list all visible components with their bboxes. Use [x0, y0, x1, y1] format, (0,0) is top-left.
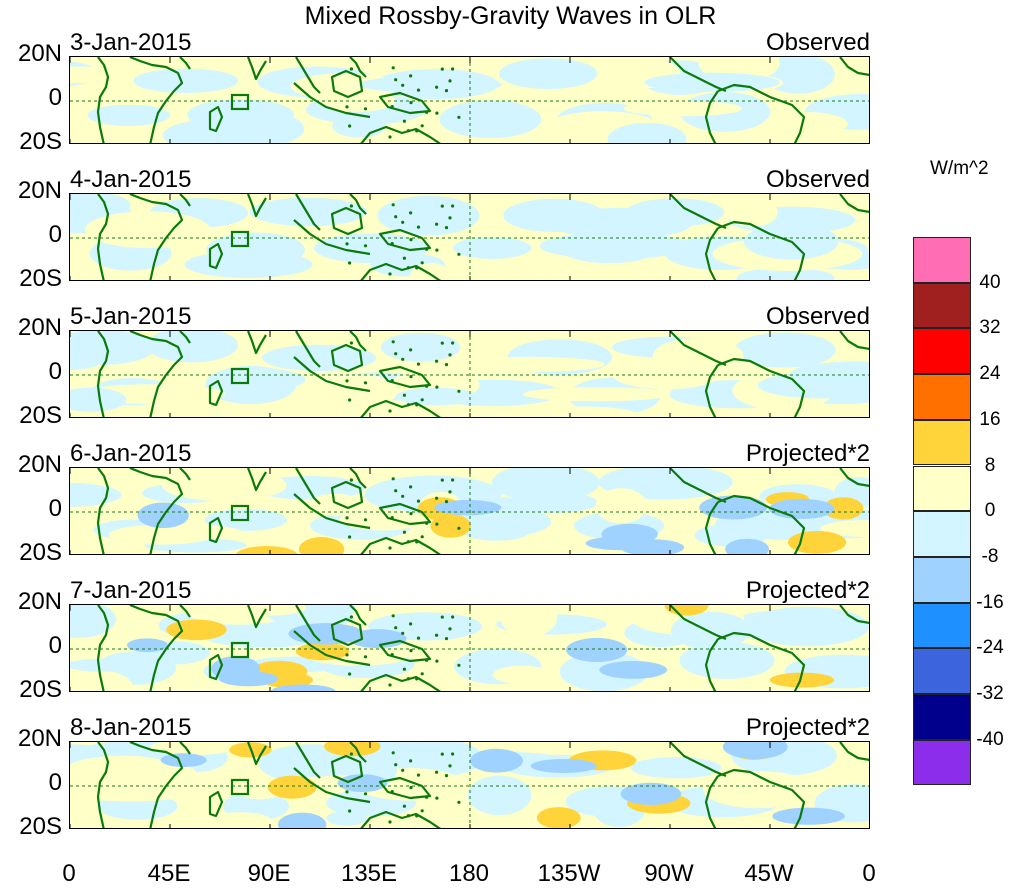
latitude-label: 20S: [19, 265, 62, 292]
longitude-label: 90W: [644, 860, 694, 887]
colorbar-swatch: [913, 602, 971, 649]
colorbar-swatch: [913, 282, 971, 329]
latitude-label: 20N: [17, 588, 62, 615]
colorbar-swatch: [913, 465, 971, 512]
latitude-label: 0: [48, 358, 62, 385]
olr-map: [69, 330, 870, 418]
olr-map: [69, 741, 870, 829]
map-panel: 7-Jan-2015 Projected*2 20N 0 20S: [0, 578, 900, 715]
latitude-label: 20S: [19, 813, 62, 840]
map-panel: 6-Jan-2015 Projected*2 20N 0 20S: [0, 441, 900, 578]
colorbar-level-label: 40: [979, 271, 1001, 293]
longitude-label: 45W: [744, 860, 794, 887]
latitude-label: 20N: [17, 40, 62, 67]
panel-date: 4-Jan-2015: [70, 166, 192, 193]
panel-date: 8-Jan-2015: [70, 714, 192, 741]
latitude-label: 20S: [19, 676, 62, 703]
colorbar-level-label: -32: [976, 683, 1004, 704]
panel-tag: Observed: [765, 303, 870, 330]
latitude-label: 0: [48, 632, 62, 659]
latitude-label: 20N: [17, 177, 62, 204]
panel-tag: Observed: [765, 166, 870, 193]
colorbar-swatch: [913, 419, 971, 466]
colorbar-level-label: -16: [976, 591, 1004, 613]
latitude-label: 20N: [17, 725, 62, 752]
colorbar-level-label: 0: [984, 500, 996, 522]
colorbar-level-label: 32: [979, 317, 1001, 339]
latitude-label: 20N: [17, 451, 62, 478]
longitude-label: 0: [62, 860, 76, 887]
latitude-label: 20S: [19, 539, 62, 566]
colorbar-level-label: -24: [976, 637, 1004, 659]
olr-map: [69, 193, 870, 281]
olr-map: [69, 467, 870, 555]
colorbar-swatch: [913, 511, 971, 557]
latitude-label: 0: [48, 495, 62, 522]
colorbar-swatch: [913, 237, 971, 283]
colorbar-level-label: 24: [979, 363, 1001, 385]
longitude-label: 90E: [247, 860, 291, 887]
panel-tag: Projected*2: [745, 577, 870, 604]
colorbar-swatch: [913, 328, 971, 375]
units-label: W/m^2: [930, 158, 989, 179]
panel-date: 3-Jan-2015: [70, 29, 192, 56]
latitude-label: 20S: [19, 128, 62, 155]
latitude-label: 0: [48, 769, 62, 796]
map-panel: 3-Jan-2015 Observed 20N 0 20S: [0, 30, 900, 167]
map-panel: 5-Jan-2015 Observed 20N 0 20S: [0, 304, 900, 441]
colorbar-level-label: 16: [979, 408, 1001, 430]
longitude-label: 45E: [147, 860, 191, 887]
map-panel: 8-Jan-2015 Projected*2 20N 0 20S: [0, 715, 900, 852]
colorbar-swatch: [913, 694, 971, 740]
panel-date: 6-Jan-2015: [70, 440, 192, 467]
longitude-label: 135E: [340, 860, 398, 887]
panel-date: 7-Jan-2015: [70, 577, 192, 604]
latitude-label: 0: [48, 221, 62, 248]
longitude-label: 0: [862, 860, 876, 887]
olr-map: [69, 604, 870, 692]
colorbar-level-label: -8: [981, 545, 999, 567]
panel-date: 5-Jan-2015: [70, 303, 192, 330]
colorbar-swatch: [913, 556, 971, 603]
latitude-label: 0: [48, 84, 62, 111]
colorbar-level-label: -40: [976, 728, 1004, 750]
latitude-label: 20N: [17, 314, 62, 341]
figure-title: Mixed Rossby-Gravity Waves in OLR: [304, 2, 717, 30]
longitude-label: 180: [448, 860, 490, 887]
latitude-label: 20S: [19, 402, 62, 429]
colorbar-level-label: 8: [984, 454, 996, 476]
colorbar-swatch: [913, 374, 971, 420]
olr-map: [69, 56, 870, 144]
panel-tag: Projected*2: [745, 440, 870, 467]
map-panel: 4-Jan-2015 Observed 20N 0 20S: [0, 167, 900, 304]
colorbar-swatch: [913, 739, 971, 786]
panel-tag: Observed: [765, 29, 870, 56]
longitude-label: 135W: [537, 860, 601, 887]
colorbar-swatch: [913, 648, 971, 694]
panel-tag: Projected*2: [745, 714, 870, 741]
